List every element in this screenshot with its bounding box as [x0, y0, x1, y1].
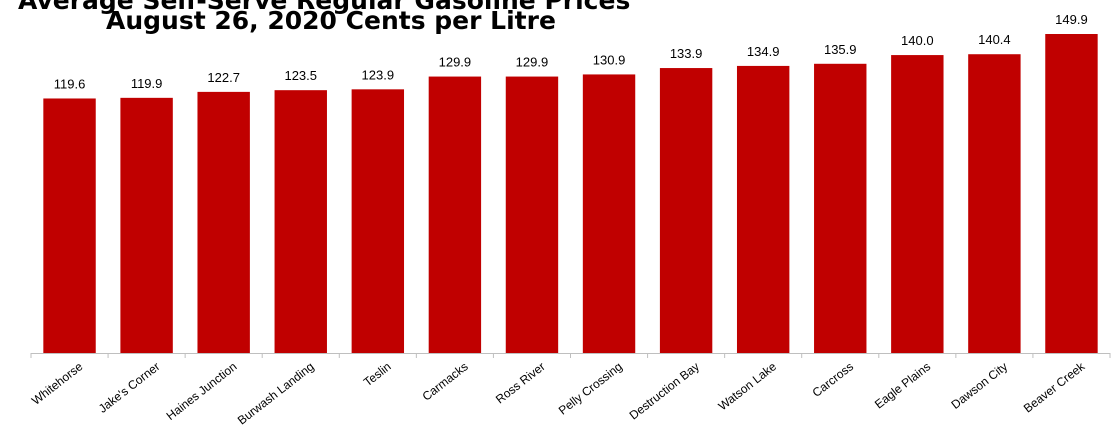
category-label-jake-s-corner: Jake's Corner [96, 359, 163, 415]
value-label-watson-lake: 134.9 [747, 44, 780, 59]
category-label-haines-junction: Haines Junction [164, 359, 240, 423]
category-label-burwash-landing: Burwash Landing [235, 359, 317, 427]
bar-eagle-plains [891, 55, 944, 353]
value-label-haines-junction: 122.7 [207, 70, 240, 85]
category-label-whitehorse: Whitehorse [29, 359, 86, 408]
value-label-pelly-crossing: 130.9 [593, 52, 626, 67]
chart-title-line-2: August 26, 2020 Cents per Litre [106, 6, 556, 35]
category-label-destruction-bay: Destruction Bay [627, 359, 702, 422]
bar-dawson-city [968, 54, 1021, 353]
category-label-ross-river: Ross River [493, 359, 548, 406]
value-labels-layer: 119.6 119.9 122.7 123.5 123.9 129.9 129.9 130.9… [54, 12, 1088, 91]
value-label-whitehorse: 119.6 [54, 76, 86, 91]
category-label-carmacks: Carmacks [420, 359, 471, 403]
value-label-carmacks: 129.9 [439, 55, 472, 70]
bar-whitehorse [43, 98, 96, 353]
bar-carcross [814, 63, 867, 353]
value-label-carcross: 135.9 [824, 42, 857, 57]
bar-teslin [351, 89, 405, 353]
bar-carmacks [428, 76, 482, 353]
bar-destruction-bay [659, 68, 713, 354]
bars-layer [43, 34, 1098, 354]
category-label-carcross: Carcross [810, 359, 856, 400]
value-label-burwash-landing: 123.5 [284, 68, 317, 83]
x-axis [30, 353, 1111, 358]
category-label-teslin: Teslin [361, 359, 394, 389]
value-label-teslin: 123.9 [362, 67, 395, 82]
value-label-beaver-creek: 149.9 [1055, 12, 1088, 27]
category-label-dawson-city: Dawson City [949, 359, 1011, 412]
value-label-ross-river: 129.9 [516, 55, 549, 70]
bar-burwash-landing [274, 90, 327, 354]
bar-jake-s-corner [120, 97, 173, 353]
bar-beaver-creek [1045, 34, 1098, 353]
category-label-watson-lake: Watson Lake [716, 359, 780, 413]
bar-haines-junction [197, 91, 250, 353]
bar-pelly-crossing [582, 74, 636, 354]
bar-watson-lake [736, 65, 790, 354]
value-label-eagle-plains: 140.0 [901, 33, 934, 48]
category-label-eagle-plains: Eagle Plains [872, 359, 933, 411]
value-label-destruction-bay: 133.9 [670, 46, 703, 61]
value-label-jake-s-corner: 119.9 [131, 76, 163, 91]
chart-title-line-1: Average Self-Serve Regular Gasoline Pric… [18, 0, 630, 15]
category-label-beaver-creek: Beaver Creek [1021, 359, 1088, 416]
value-label-dawson-city: 140.4 [978, 32, 1011, 47]
category-label-pelly-crossing: Pelly Crossing [556, 359, 625, 417]
bar-ross-river [505, 76, 559, 353]
category-labels-layer: Whitehorse Jake's Corner Haines JunctionBu… [29, 359, 1088, 428]
